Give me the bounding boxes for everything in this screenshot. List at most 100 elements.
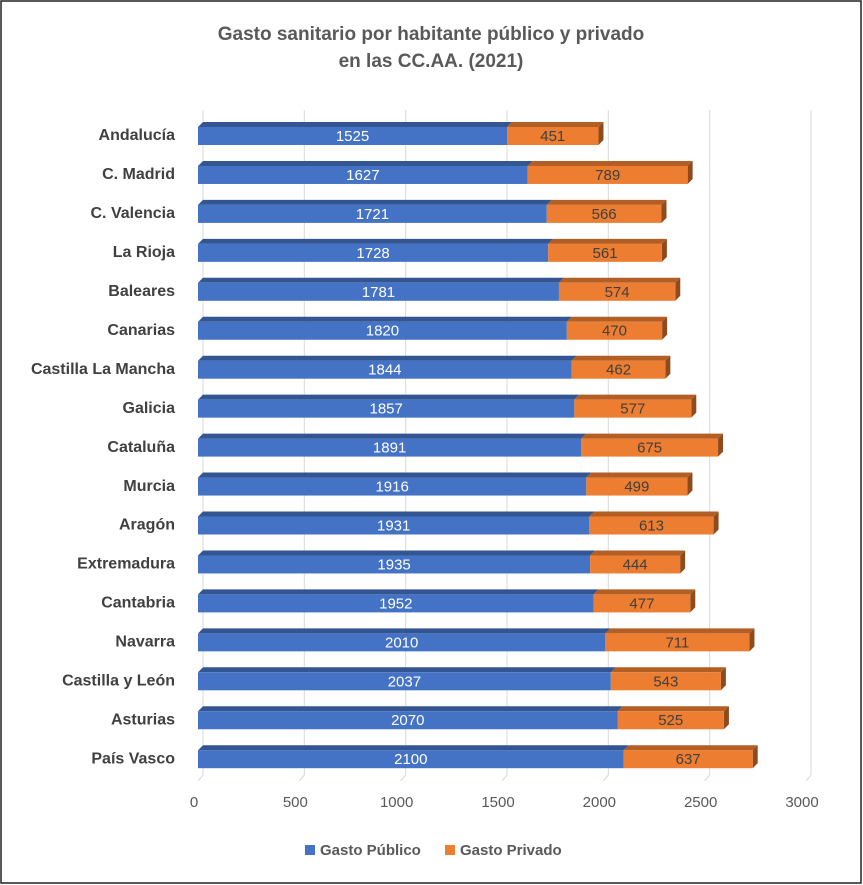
- y-tick-label: Asturias: [111, 711, 175, 728]
- bar-side: [687, 160, 693, 184]
- data-label: 1781: [362, 284, 395, 301]
- bar-side: [752, 745, 758, 769]
- bar: [198, 633, 606, 652]
- grid-line-foot: [197, 774, 204, 782]
- bar-top: [623, 745, 758, 751]
- bar-top: [198, 355, 577, 361]
- bar-side: [718, 433, 724, 457]
- bar-top: [198, 745, 629, 751]
- bar-top: [548, 238, 667, 244]
- x-tick-label: 1500: [481, 794, 514, 811]
- y-tick-label: Aragón: [119, 517, 175, 534]
- bar: [590, 555, 681, 574]
- data-label: 1820: [366, 323, 399, 340]
- data-label: 451: [540, 128, 565, 145]
- data-label: 1844: [368, 362, 401, 379]
- legend-swatch: [445, 845, 455, 855]
- bar: [548, 243, 662, 262]
- data-label: 1721: [356, 206, 389, 223]
- data-label: 1627: [346, 167, 379, 184]
- bar-top: [566, 316, 668, 322]
- bar-side: [598, 122, 604, 145]
- data-label: 2070: [391, 712, 424, 729]
- bar-top: [198, 277, 564, 283]
- bar-top: [507, 122, 604, 127]
- bar-top: [198, 589, 599, 595]
- bar: [198, 243, 549, 262]
- data-label: 1952: [379, 595, 412, 612]
- data-label: 477: [629, 595, 654, 612]
- bar: [574, 399, 692, 418]
- bar-top: [198, 550, 596, 556]
- legend-label: Gasto Público: [320, 842, 421, 859]
- data-label: 525: [658, 712, 683, 729]
- bar-side: [661, 199, 667, 223]
- chart-title: Gasto sanitario por habitante público y …: [218, 24, 645, 45]
- y-tick-label: Andalucía: [99, 127, 176, 144]
- y-tick-label: Murcia: [123, 478, 175, 495]
- bar: [198, 165, 528, 184]
- x-tick-label: 2500: [684, 794, 717, 811]
- grid-line-foot: [805, 774, 812, 782]
- x-tick-label: 0: [190, 794, 198, 811]
- bar-top: [198, 472, 592, 478]
- x-tick-label: 500: [283, 794, 308, 811]
- bar-top: [593, 589, 696, 595]
- bar-top: [605, 628, 755, 634]
- grid-line-foot: [501, 774, 508, 782]
- bar-side: [680, 550, 686, 574]
- y-tick-label: Cataluña: [107, 439, 175, 456]
- bar: [198, 321, 567, 340]
- data-label: 543: [653, 673, 678, 690]
- data-label: 637: [676, 751, 701, 768]
- bar-top: [571, 355, 671, 361]
- bar: [581, 438, 719, 457]
- y-tick-label: Extremadura: [77, 556, 175, 573]
- bar-top: [198, 238, 554, 244]
- y-tick-label: Canarias: [107, 322, 175, 339]
- bar: [617, 711, 724, 730]
- bar: [198, 477, 587, 496]
- data-label: 675: [637, 440, 662, 457]
- bar-top: [589, 511, 719, 517]
- grid-line-foot: [400, 774, 407, 782]
- y-tick-label: Galicia: [123, 400, 176, 417]
- bar-top: [610, 667, 726, 673]
- bar: [198, 594, 594, 613]
- bar: [571, 360, 666, 379]
- bar: [198, 399, 575, 418]
- bar: [586, 477, 688, 496]
- bar-side: [723, 706, 729, 730]
- bar-side: [720, 667, 726, 691]
- y-tick-label: Baleares: [108, 283, 175, 300]
- legend-swatch: [305, 845, 315, 855]
- bar-top: [617, 706, 729, 712]
- bar-side: [749, 628, 755, 652]
- bar: [198, 282, 559, 301]
- bar-top: [198, 199, 552, 205]
- y-tick-label: Castilla La Mancha: [31, 361, 175, 378]
- data-label: 574: [605, 284, 630, 301]
- data-label: 1891: [373, 440, 406, 457]
- x-tick-label: 1000: [380, 794, 413, 811]
- bar-top: [558, 277, 681, 283]
- bar-top: [198, 316, 572, 322]
- data-label: 711: [665, 634, 689, 651]
- data-label: 1728: [356, 245, 389, 262]
- bar: [546, 204, 662, 223]
- bar-top: [198, 667, 616, 673]
- bar-top: [590, 550, 686, 556]
- bar: [623, 750, 753, 769]
- data-label: 1916: [375, 479, 408, 496]
- data-label: 561: [593, 245, 618, 262]
- data-label: 1935: [377, 556, 410, 573]
- y-tick-label: Navarra: [115, 634, 175, 651]
- data-label: 566: [592, 206, 617, 223]
- bar-side: [691, 394, 697, 418]
- bar: [198, 750, 624, 769]
- bar-top: [198, 122, 513, 127]
- y-tick-label: La Rioja: [113, 244, 175, 261]
- bar: [593, 594, 691, 613]
- bar: [558, 282, 676, 301]
